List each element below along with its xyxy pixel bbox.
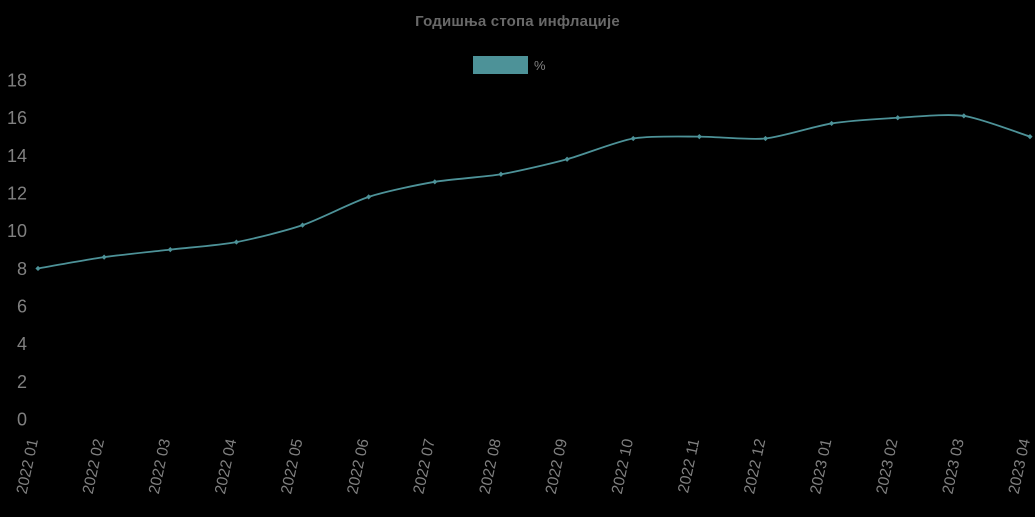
svg-text:2023 02: 2023 02 [873, 437, 901, 495]
svg-text:2022 03: 2022 03 [146, 437, 174, 495]
svg-text:8: 8 [17, 259, 27, 279]
svg-text:2023 03: 2023 03 [940, 437, 968, 495]
svg-text:2: 2 [17, 372, 27, 392]
svg-text:2023 04: 2023 04 [1006, 437, 1034, 496]
svg-text:2022 10: 2022 10 [609, 437, 637, 496]
svg-text:4: 4 [17, 334, 27, 354]
svg-text:2022 09: 2022 09 [543, 437, 571, 495]
svg-text:2022 02: 2022 02 [80, 437, 108, 495]
svg-text:2023 01: 2023 01 [807, 437, 835, 495]
svg-text:2022 07: 2022 07 [410, 437, 438, 495]
svg-text:16: 16 [7, 108, 27, 128]
svg-text:18: 18 [7, 71, 27, 91]
svg-text:6: 6 [17, 297, 27, 317]
svg-text:2022 08: 2022 08 [477, 437, 505, 495]
svg-text:2022 04: 2022 04 [212, 437, 240, 496]
svg-text:14: 14 [7, 146, 27, 166]
svg-text:0: 0 [17, 410, 27, 430]
svg-text:2022 12: 2022 12 [741, 437, 769, 495]
svg-text:2022 05: 2022 05 [278, 437, 306, 495]
svg-text:2022 06: 2022 06 [344, 437, 372, 495]
svg-text:2022 01: 2022 01 [14, 437, 42, 495]
svg-text:10: 10 [7, 221, 27, 241]
svg-text:12: 12 [7, 184, 27, 204]
svg-text:2022 11: 2022 11 [675, 437, 703, 494]
